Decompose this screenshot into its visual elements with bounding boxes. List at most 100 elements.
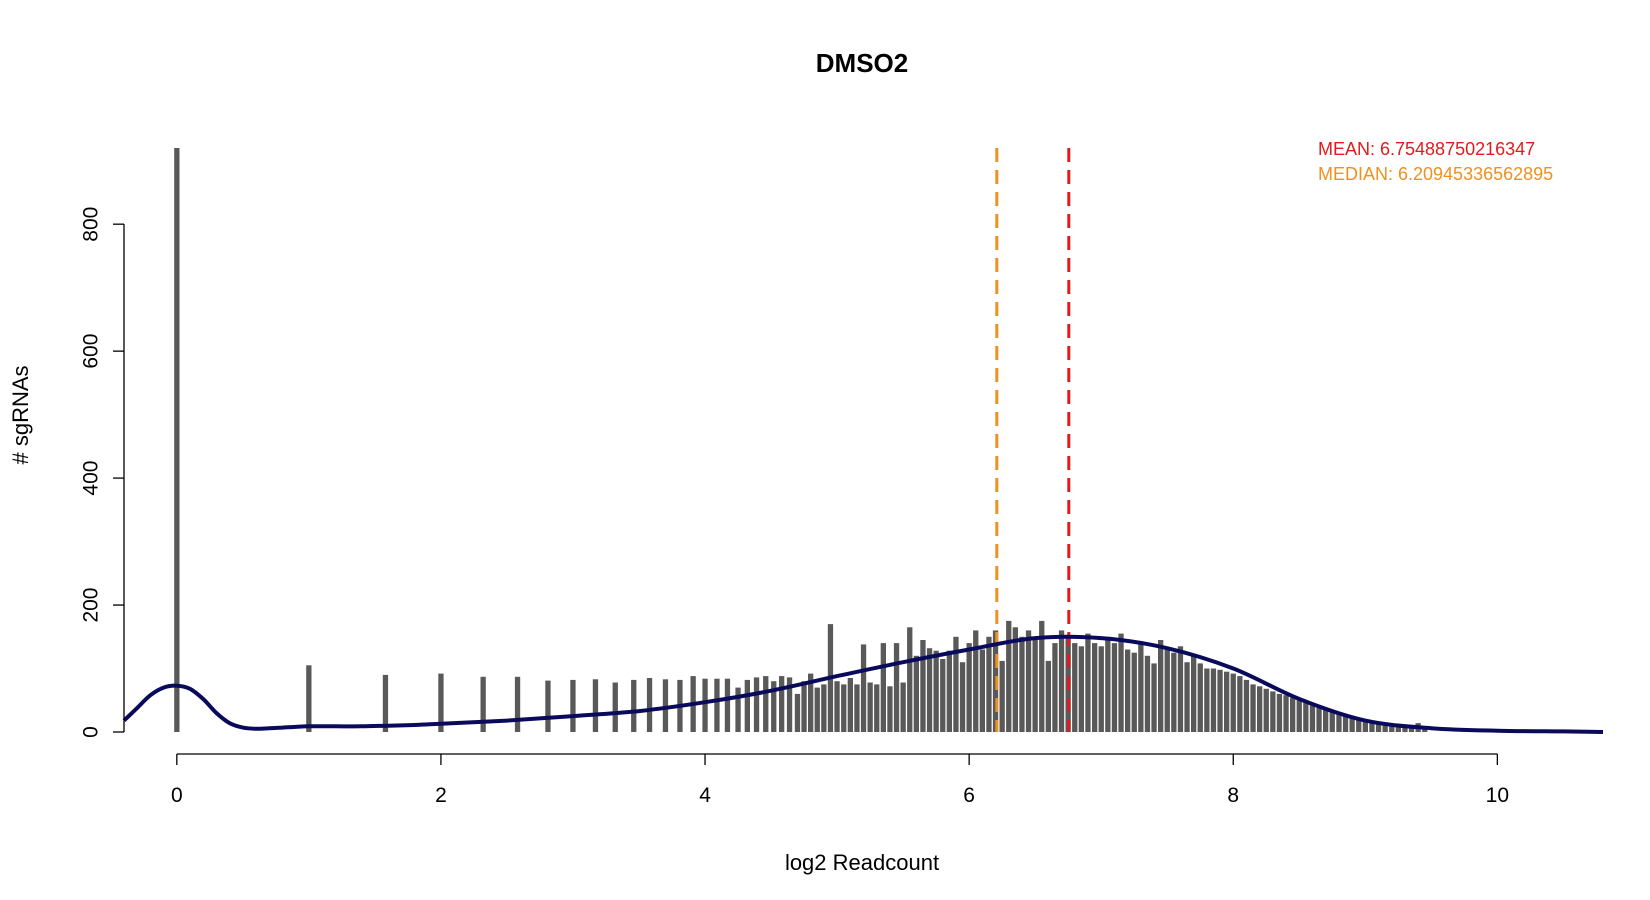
histogram-bar [570, 679, 576, 732]
y-axis: 0 200 400 600 800 [80, 207, 125, 738]
histogram-bar [1158, 640, 1164, 732]
histogram-bar [1316, 707, 1322, 732]
histogram-bar [1237, 676, 1243, 732]
histogram-bar [1276, 693, 1283, 732]
legend: MEAN: 6.75488750216347 MEDIAN: 6.2094533… [1318, 139, 1553, 184]
histogram-bar [702, 678, 708, 732]
legend-mean-label: MEAN: 6.75488750216347 [1318, 139, 1535, 159]
histogram-bar [867, 682, 873, 732]
histogram-bar [1270, 691, 1276, 732]
histogram-bar [1263, 688, 1269, 732]
histogram-bar [913, 655, 919, 732]
histogram-bar [887, 686, 893, 732]
histogram-bar [959, 662, 966, 732]
histogram-bar [1164, 649, 1170, 732]
histogram-bar [1336, 714, 1342, 732]
histogram-bar [1323, 709, 1329, 732]
histogram-bar [1025, 630, 1032, 732]
histogram-bar [1138, 643, 1144, 732]
histogram-bar [920, 640, 926, 732]
histogram-bar [662, 679, 669, 732]
histogram-bar [900, 682, 906, 732]
histogram-bar [1250, 684, 1256, 732]
histogram-bar [1329, 711, 1335, 732]
histogram-bar [1230, 673, 1236, 732]
x-tick-label: 10 [1486, 784, 1509, 807]
histogram-bar [714, 678, 720, 732]
y-tick-label: 400 [80, 461, 103, 496]
histogram-bar [724, 678, 731, 732]
histogram-bar [907, 627, 913, 732]
histogram-bar [1111, 643, 1118, 732]
histogram-bar [973, 630, 979, 732]
histogram-bar [1309, 705, 1316, 732]
histogram-bar [1349, 718, 1355, 732]
reference-lines [995, 148, 1071, 732]
histogram-bar [438, 673, 444, 732]
histogram-bar [744, 679, 750, 732]
histogram-bar [946, 650, 952, 732]
x-tick-label: 0 [171, 784, 183, 807]
histogram-bar [735, 687, 741, 732]
histogram-bar [1356, 719, 1362, 732]
histogram-bar [1217, 669, 1223, 732]
x-tick-label: 8 [1227, 784, 1239, 807]
y-tick-label: 600 [80, 334, 103, 369]
histogram-bar [874, 684, 880, 732]
histogram-bar [834, 681, 840, 732]
histogram-bar [174, 148, 180, 732]
histogram-bar [893, 643, 900, 732]
histogram-bar [1290, 697, 1296, 732]
histogram-bar [1171, 652, 1177, 732]
histogram-bar [1078, 646, 1084, 732]
histogram-bar [847, 678, 853, 732]
y-tick-label: 800 [80, 207, 103, 242]
x-tick-label: 2 [435, 784, 447, 807]
histogram-bar [1098, 646, 1104, 732]
legend-median-label: MEDIAN: 6.20945336562895 [1318, 164, 1553, 184]
histogram-bar [753, 677, 760, 732]
histogram-bar [786, 677, 793, 732]
histogram-bar [1375, 721, 1382, 732]
density-curve [122, 634, 1604, 734]
histogram-bar [1395, 724, 1401, 732]
histogram-bar [979, 649, 985, 732]
y-tick-label: 200 [80, 588, 103, 623]
histogram-bar [860, 644, 867, 732]
histogram-bar [1210, 668, 1217, 732]
histogram-bar [808, 673, 814, 732]
histogram-bar [1191, 655, 1197, 732]
histogram-bar [1085, 633, 1091, 732]
histogram-bar [1118, 633, 1124, 732]
histogram-bar [779, 676, 785, 732]
histogram-bar [1058, 630, 1065, 732]
histogram-bar [841, 684, 847, 732]
histogram-bars [174, 148, 1428, 732]
histogram-bar [1224, 671, 1230, 732]
histogram-bar [940, 659, 946, 732]
x-axis-label: log2 Readcount [785, 850, 939, 875]
histogram-bar [382, 674, 389, 732]
histogram-bar [306, 665, 312, 732]
histogram-bar [1296, 700, 1302, 732]
histogram-bar [926, 648, 933, 732]
histogram-bar [1092, 643, 1098, 732]
x-tick-label: 6 [963, 784, 975, 807]
histogram-bar [1045, 660, 1051, 732]
histogram-bar [1362, 720, 1368, 732]
histogram-bar [1197, 663, 1203, 732]
histogram-bar [1243, 679, 1250, 732]
histogram-bar [1184, 662, 1190, 732]
histogram-bar [953, 636, 959, 732]
histogram-bar [631, 679, 637, 732]
histogram-bar [794, 693, 801, 732]
histogram-bar [514, 676, 521, 732]
histogram-bar [801, 681, 807, 732]
x-tick-label: 4 [699, 784, 711, 807]
histogram-bar [1072, 643, 1078, 732]
histogram-bar [1019, 636, 1025, 732]
histogram-bar [1408, 725, 1415, 732]
histogram-bar [612, 682, 618, 732]
chart-title: DMSO2 [816, 48, 908, 78]
